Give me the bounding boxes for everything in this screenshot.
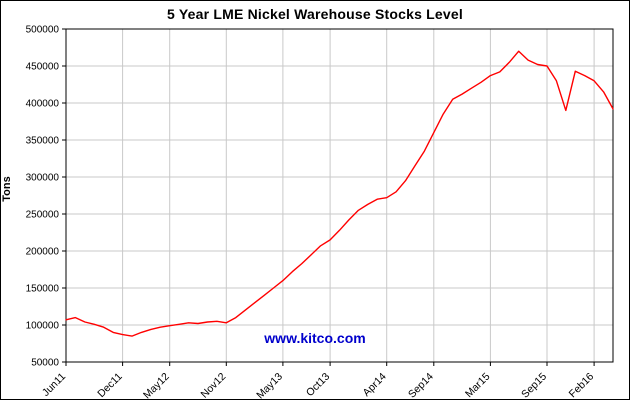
stocks-line <box>65 50 614 337</box>
x-tick-label: Jun11 <box>40 371 68 399</box>
plot-border <box>65 28 614 363</box>
x-tick-label: Dec11 <box>95 371 125 400</box>
y-tick-label: 250000 <box>26 210 60 221</box>
y-axis-title: Tons <box>1 176 13 202</box>
y-tick-label: 100000 <box>26 321 60 332</box>
y-tick-label: 200000 <box>26 247 60 258</box>
y-tick-label: 350000 <box>26 136 60 147</box>
x-tick-label: Sep14 <box>406 371 436 400</box>
x-tick-label: May12 <box>141 371 172 400</box>
kitco-watermark: www.kitco.com <box>264 330 366 346</box>
x-tick-label: Mar15 <box>463 371 493 400</box>
x-tick-label: Feb16 <box>567 371 597 400</box>
y-tick-label: 500000 <box>26 25 60 36</box>
y-tick-label: 450000 <box>26 62 60 73</box>
y-tick-label: 300000 <box>26 173 60 184</box>
y-tick-label: 50000 <box>31 358 59 369</box>
x-tick-label: Oct13 <box>304 371 332 399</box>
chart-title: 5 Year LME Nickel Warehouse Stocks Level <box>167 6 463 22</box>
y-tick-label: 150000 <box>26 284 60 295</box>
x-tick-label: Nov12 <box>198 371 228 400</box>
x-tick-label: May13 <box>254 371 285 400</box>
x-tick-label: Apr14 <box>361 371 389 399</box>
x-tick-label: Sep15 <box>519 371 549 400</box>
y-tick-label: 400000 <box>26 99 60 110</box>
